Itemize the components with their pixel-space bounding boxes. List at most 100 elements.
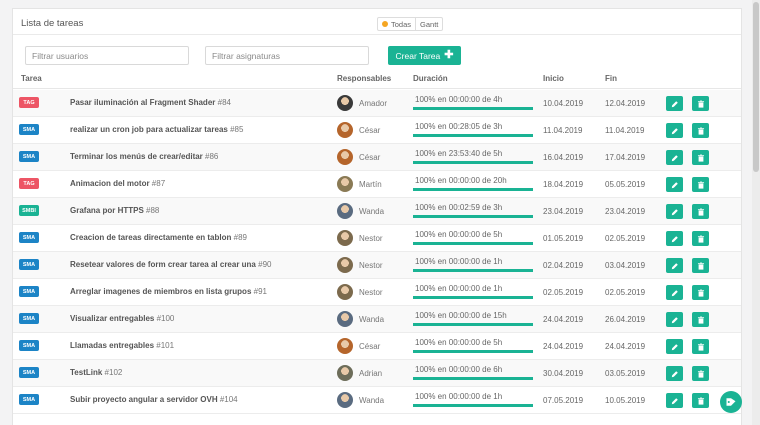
duration-text: 100% en 00:00:00 de 1h xyxy=(415,284,503,293)
edit-button[interactable] xyxy=(666,366,683,381)
column-header-duration: Duración xyxy=(413,74,448,83)
task-name[interactable]: Llamadas entregables #101 xyxy=(70,341,174,350)
edit-button[interactable] xyxy=(666,258,683,273)
page-scrollbar[interactable] xyxy=(752,0,760,425)
table-row[interactable]: SMA realizar un cron job para actualizar … xyxy=(13,117,741,144)
view-option-gantt[interactable]: Gantt xyxy=(415,18,442,30)
edit-button[interactable] xyxy=(666,177,683,192)
owner-name: Wanda xyxy=(359,396,385,405)
task-name[interactable]: Animacion del motor #87 xyxy=(70,179,165,188)
task-number: #100 xyxy=(156,314,175,323)
task-number: #85 xyxy=(230,125,244,134)
task-name[interactable]: Grafana por HTTPS #88 xyxy=(70,206,159,215)
create-task-button[interactable]: Crear Tarea ✚ xyxy=(388,46,461,65)
edit-button[interactable] xyxy=(666,204,683,219)
delete-button[interactable] xyxy=(692,258,709,273)
task-name[interactable]: Arreglar imagenes de miembros en lista g… xyxy=(70,287,267,296)
table-row[interactable]: TAG Pasar iluminación al Fragment Shader … xyxy=(13,90,741,117)
edit-button[interactable] xyxy=(666,123,683,138)
delete-button[interactable] xyxy=(692,312,709,327)
avatar xyxy=(337,149,353,165)
view-option-todas[interactable]: Todas xyxy=(378,18,415,30)
pencil-icon xyxy=(671,397,679,405)
trash-icon xyxy=(697,207,705,216)
task-number: #88 xyxy=(146,206,160,215)
duration-text: 100% en 00:00:00 de 6h xyxy=(415,365,503,374)
edit-button[interactable] xyxy=(666,339,683,354)
end-date: 05.05.2019 xyxy=(605,180,646,189)
trash-icon xyxy=(697,153,705,162)
table-row[interactable]: SMA Subir proyecto angular a servidor OVH… xyxy=(13,387,741,414)
task-name[interactable]: Subir proyecto angular a servidor OVH #1… xyxy=(70,395,238,404)
duration-text: 100% en 00:00:00 de 15h xyxy=(415,311,507,320)
progress-bar xyxy=(413,215,533,218)
task-tag-badge: SMA xyxy=(19,286,39,297)
task-name[interactable]: Resetear valores de form crear tarea al … xyxy=(70,260,271,269)
table-row[interactable]: TAG Animacion del motor #87 Martín 100% en … xyxy=(13,171,741,198)
edit-button[interactable] xyxy=(666,150,683,165)
delete-button[interactable] xyxy=(692,123,709,138)
scrollbar-thumb[interactable] xyxy=(753,2,759,172)
edit-button[interactable] xyxy=(666,96,683,111)
avatar xyxy=(337,176,353,192)
start-date: 02.04.2019 xyxy=(543,261,584,270)
task-name[interactable]: Creacion de tareas directamente en tablo… xyxy=(70,233,247,242)
delete-button[interactable] xyxy=(692,339,709,354)
avatar xyxy=(337,365,353,381)
table-row[interactable]: SMA Creacion de tareas directamente en ta… xyxy=(13,225,741,252)
end-date: 11.04.2019 xyxy=(605,126,645,135)
task-title: Arreglar imagenes de miembros en lista g… xyxy=(70,287,252,296)
task-title: Grafana por HTTPS xyxy=(70,206,144,215)
avatar xyxy=(337,230,353,246)
delete-button[interactable] xyxy=(692,393,709,408)
task-name[interactable]: Pasar iluminación al Fragment Shader #84 xyxy=(70,98,231,107)
edit-button[interactable] xyxy=(666,231,683,246)
end-date: 02.05.2019 xyxy=(605,234,646,243)
table-row[interactable]: SMA Arreglar imagenes de miembros en list… xyxy=(13,279,741,306)
filter-assignments-input[interactable] xyxy=(205,46,369,65)
table-row[interactable]: SMA TestLink #102 Adrian 100% en 00:00:00 d… xyxy=(13,360,741,387)
floating-action-button[interactable] xyxy=(720,391,742,413)
task-title: Visualizar entregables xyxy=(70,314,155,323)
progress-bar xyxy=(413,242,533,245)
task-title: realizar un cron job para actualizar tar… xyxy=(70,125,228,134)
table-row[interactable]: SMA Resetear valores de form crear tarea … xyxy=(13,252,741,279)
task-tag-badge: SMA xyxy=(19,340,39,351)
task-name[interactable]: realizar un cron job para actualizar tar… xyxy=(70,125,243,134)
trash-icon xyxy=(697,234,705,243)
task-name[interactable]: Terminar los menús de crear/editar #86 xyxy=(70,152,218,161)
edit-button[interactable] xyxy=(666,285,683,300)
progress-fill xyxy=(413,296,533,299)
table-row[interactable]: SMA Terminar los menús de crear/editar #8… xyxy=(13,144,741,171)
duration-text: 100% en 23:53:40 de 5h xyxy=(415,149,503,158)
task-tag-badge: SMA xyxy=(19,259,39,270)
pencil-icon xyxy=(671,316,679,324)
delete-button[interactable] xyxy=(692,231,709,246)
filter-users-input[interactable] xyxy=(25,46,189,65)
task-number: #89 xyxy=(233,233,247,242)
task-name[interactable]: TestLink #102 xyxy=(70,368,122,377)
table-row[interactable]: SMA Llamadas entregables #101 César 100% en… xyxy=(13,333,741,360)
delete-button[interactable] xyxy=(692,366,709,381)
column-header-owners: Responsables xyxy=(337,74,392,83)
edit-button[interactable] xyxy=(666,393,683,408)
duration-text: 100% en 00:00:00 de 4h xyxy=(415,95,503,104)
delete-button[interactable] xyxy=(692,204,709,219)
view-option-label: Gantt xyxy=(420,19,439,29)
end-date: 03.05.2019 xyxy=(605,369,646,378)
table-row[interactable]: SMA Visualizar entregables #100 Wanda 100% … xyxy=(13,306,741,333)
table-row[interactable]: SMBI Grafana por HTTPS #88 Wanda 100% en 00… xyxy=(13,198,741,225)
progress-bar xyxy=(413,377,533,380)
delete-button[interactable] xyxy=(692,285,709,300)
delete-button[interactable] xyxy=(692,150,709,165)
edit-button[interactable] xyxy=(666,312,683,327)
plus-icon: ✚ xyxy=(444,49,454,61)
progress-bar xyxy=(413,296,533,299)
owner-name: César xyxy=(359,342,381,351)
progress-bar xyxy=(413,161,533,164)
progress-fill xyxy=(413,161,533,164)
task-name[interactable]: Visualizar entregables #100 xyxy=(70,314,174,323)
delete-button[interactable] xyxy=(692,96,709,111)
trash-icon xyxy=(697,261,705,270)
delete-button[interactable] xyxy=(692,177,709,192)
